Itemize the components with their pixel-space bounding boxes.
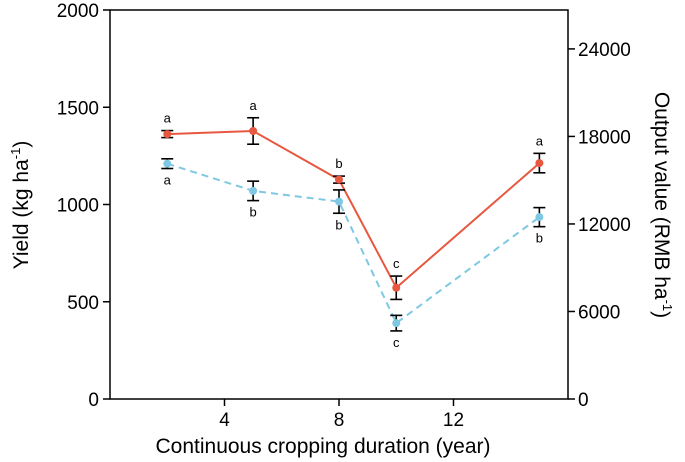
right-axis-label-end: ) <box>650 311 673 318</box>
series-output-value: a b b c b <box>161 158 546 350</box>
data-point <box>249 126 258 135</box>
right-axis-ticks: 0 6000 12000 18000 24000 <box>568 40 631 411</box>
left-tick-label: 2000 <box>57 1 99 22</box>
left-axis-ticks: 0 500 1000 1500 2000 <box>57 1 110 411</box>
series-layer: a a b c a a b b c b <box>161 98 546 350</box>
series-line <box>166 162 540 325</box>
data-point <box>249 186 258 195</box>
significance-letter: a <box>250 98 258 113</box>
right-axis-label-sup: -1 <box>660 300 675 312</box>
significance-letter: b <box>250 205 257 220</box>
series-yield: a a b c a <box>161 98 546 301</box>
data-point <box>392 283 401 292</box>
data-point <box>163 159 172 168</box>
left-axis-label-end: ) <box>10 141 33 148</box>
right-tick-label: 18000 <box>578 127 631 148</box>
right-tick-label: 6000 <box>578 302 620 323</box>
data-point <box>535 213 544 222</box>
x-tick-label: 8 <box>334 410 345 431</box>
significance-letter: a <box>164 173 172 188</box>
significance-letter: c <box>393 335 400 350</box>
series-line <box>167 129 541 290</box>
right-tick-label: 12000 <box>578 215 631 236</box>
left-tick-label: 0 <box>88 390 99 411</box>
left-axis-label-sup: -1 <box>8 148 23 160</box>
left-tick-label: 500 <box>67 293 99 314</box>
left-axis-label: Yield (kg ha-1) <box>8 141 33 270</box>
significance-letter: b <box>335 156 342 171</box>
significance-letter: c <box>393 256 400 271</box>
data-point <box>163 130 172 139</box>
data-point <box>335 175 343 184</box>
left-tick-label: 1000 <box>57 196 99 217</box>
right-axis-label-text: Output value (RMB ha <box>650 92 673 300</box>
data-point <box>335 197 343 206</box>
significance-letter: a <box>536 133 544 148</box>
significance-letter: b <box>536 231 543 246</box>
data-point <box>535 159 544 168</box>
left-axis-label-text: Yield (kg ha <box>10 159 33 269</box>
left-tick-label: 1500 <box>57 98 99 119</box>
right-tick-label: 24000 <box>578 40 631 61</box>
x-tick-label: 12 <box>443 410 464 431</box>
right-axis-label: Output value (RMB ha-1) <box>650 92 675 318</box>
significance-letter: b <box>335 217 342 232</box>
x-axis-label: Continuous cropping duration (year) <box>155 435 490 458</box>
x-tick-label: 4 <box>219 410 230 431</box>
significance-letter: a <box>164 111 172 126</box>
data-point <box>392 319 401 328</box>
right-tick-label: 0 <box>578 390 589 411</box>
x-axis-ticks: 4 8 12 <box>219 399 464 431</box>
